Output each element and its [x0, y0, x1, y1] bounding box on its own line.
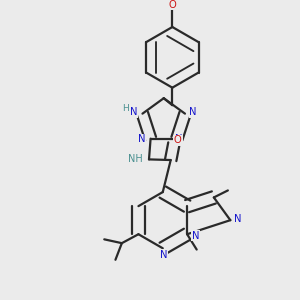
Text: N: N [234, 214, 241, 224]
Text: NH: NH [128, 154, 143, 164]
Text: H: H [122, 104, 129, 113]
Text: O: O [174, 135, 182, 145]
Text: N: N [189, 107, 197, 117]
Text: N: N [160, 250, 167, 260]
Text: O: O [169, 0, 176, 10]
Text: N: N [130, 107, 137, 117]
Text: N: N [192, 230, 199, 241]
Text: N: N [138, 134, 146, 144]
Text: N: N [175, 134, 182, 144]
